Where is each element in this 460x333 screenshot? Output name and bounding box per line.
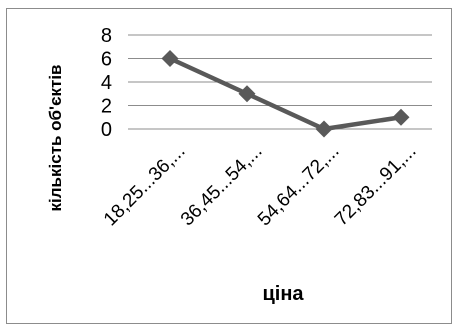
gridlines bbox=[128, 34, 432, 130]
x-tick-label: 54,64...72,... bbox=[254, 141, 344, 231]
x-tick-label: 18,25...36,... bbox=[100, 141, 190, 231]
y-tick-label: 8 bbox=[101, 25, 112, 47]
series-line bbox=[169, 56, 402, 132]
x-tick-label: 72,83...91,... bbox=[331, 141, 421, 231]
x-tick-label: 36,45...54,... bbox=[177, 141, 267, 231]
chart-area bbox=[6, 8, 452, 324]
series-markers bbox=[161, 50, 410, 138]
data-point-marker bbox=[238, 85, 256, 103]
y-tick-label: 4 bbox=[101, 72, 112, 94]
y-axis-label: кількість об'єктів bbox=[46, 65, 65, 212]
series-polyline bbox=[169, 56, 402, 132]
data-point-marker bbox=[315, 120, 333, 138]
y-tick-label: 2 bbox=[101, 96, 112, 118]
y-tick-label: 6 bbox=[101, 49, 112, 71]
x-tick-labels: 18,25...36,...36,45...54,...54,64...72,.… bbox=[100, 141, 421, 231]
data-point-marker bbox=[392, 108, 410, 126]
y-tick-label: 0 bbox=[101, 119, 112, 141]
x-axis-label: ціна bbox=[262, 283, 304, 305]
data-point-marker bbox=[161, 50, 179, 67]
